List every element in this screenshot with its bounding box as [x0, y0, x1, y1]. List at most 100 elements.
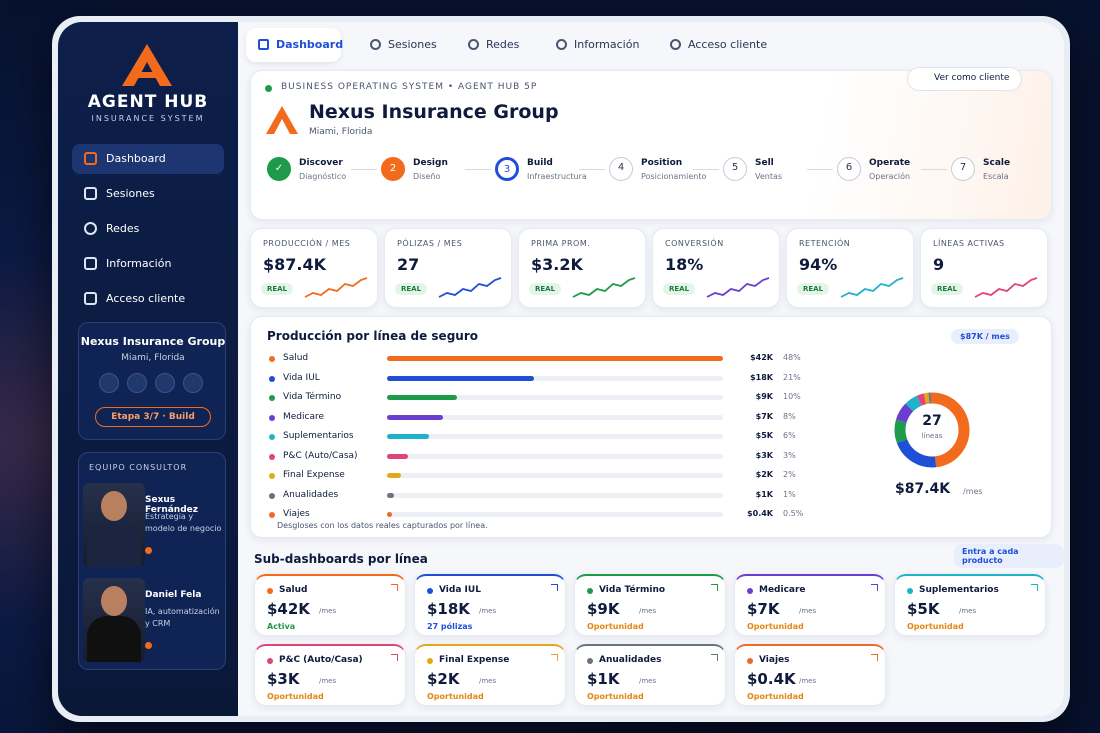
step-connector [465, 169, 491, 170]
kpi-label: PÓLIZAS / MES [397, 239, 463, 248]
sub-card[interactable]: Medicare $7K/mes Oportunidad [734, 574, 886, 636]
row-share: 10% [783, 392, 801, 401]
nav-icon [84, 222, 97, 235]
donut-per: /mes [963, 487, 983, 496]
step-circle: ✓ [267, 157, 291, 181]
view-as-client[interactable]: Ver como cliente [907, 67, 1023, 91]
row-share: 2% [783, 470, 796, 479]
social-icon[interactable] [155, 373, 175, 393]
step-name: Operate [869, 158, 911, 168]
nav-item[interactable]: Redes [72, 214, 224, 244]
row-amount: $9K [755, 392, 773, 401]
row-name: Salud [283, 353, 309, 363]
bar-track [387, 375, 723, 381]
sub-status: Oportunidad [747, 622, 804, 631]
tab-icon [370, 39, 381, 50]
nav-item[interactable]: Información [72, 249, 224, 279]
sub-card[interactable]: Suplementarios $5K/mes Oportunidad [894, 574, 1046, 636]
kpi-card: LÍNEAS ACTIVAS 9 REAL [920, 228, 1048, 308]
row-name: Anualidades [283, 489, 339, 500]
bar-track [387, 473, 723, 478]
sub-arrow [871, 654, 878, 661]
sub-per: /mes [959, 607, 977, 615]
sparkline [304, 277, 368, 298]
row-share: 8% [783, 411, 796, 421]
kpi-value: 18% [665, 255, 704, 274]
sub-link[interactable]: Entra a cada producto [954, 544, 1064, 568]
production-badge: $87K / mes [951, 329, 1019, 344]
team-box: EQUIPO CONSULTOR Sexus Fernández Estrategi… [78, 452, 226, 670]
step-circle: 2 [381, 157, 405, 181]
step-circle: 6 [837, 157, 861, 181]
sparkline-path [438, 277, 502, 298]
row-name: Final Expense [283, 470, 345, 480]
sub-name: Salud [279, 585, 308, 595]
donut-unit: líneas [921, 432, 943, 440]
sub-title: Sub-dashboards por línea [254, 552, 428, 566]
step-circle: 5 [723, 157, 747, 181]
sub-card[interactable]: Salud $42K/mes Activa [254, 574, 406, 636]
sub-status: Oportunidad [427, 692, 484, 701]
tab[interactable]: Acceso cliente [658, 28, 767, 62]
main-panel: Dashboard Sesiones Redes Información Acceso … [238, 22, 1064, 716]
social-icon[interactable] [183, 373, 203, 393]
step-circle: 3 [495, 157, 519, 181]
nav-item[interactable]: Dashboard [72, 144, 224, 174]
bar-track [387, 453, 723, 459]
row-dot [269, 395, 275, 401]
row-amount: $42K [750, 353, 773, 362]
kpi-card: RETENCIÓN 94% REAL [786, 228, 914, 308]
social-icon[interactable] [99, 373, 119, 393]
step-name: Discover [299, 158, 343, 168]
sub-name: Anualidades [599, 655, 662, 665]
social-icon[interactable] [127, 373, 147, 393]
kpi-card: PRODUCCIÓN / MES $87.4K REAL [250, 228, 378, 308]
sub-value: $0.4K [747, 670, 796, 688]
sparkline-path [304, 277, 368, 298]
sub-name: Final Expense [439, 655, 510, 665]
row-amount: $5K [755, 431, 773, 440]
tab[interactable]: Sesiones [358, 28, 437, 62]
row-share: 1% [783, 489, 796, 499]
sub-status: Oportunidad [587, 622, 644, 631]
sub-card[interactable]: Viajes $0.4K/mes Oportunidad [734, 644, 886, 706]
tab-icon [556, 39, 567, 50]
nav-item[interactable]: Acceso cliente [72, 284, 224, 314]
row-name: Vida Término [283, 392, 342, 402]
step-name: Scale [983, 158, 1011, 168]
row-dot [269, 434, 275, 440]
row-share: 21% [783, 372, 801, 382]
sub-card[interactable]: Vida Término $9K/mes Oportunidad [574, 574, 726, 636]
step-connector [921, 169, 947, 170]
sub-arrow [391, 654, 398, 661]
kpi-badge: REAL [931, 283, 964, 295]
tab[interactable]: Información [544, 28, 639, 62]
client-location: Miami, Florida [309, 127, 373, 137]
donut-segment [917, 393, 927, 406]
sub-name: Vida Término [599, 585, 666, 595]
member-body [87, 521, 141, 567]
step-sub: Diseño [413, 172, 441, 181]
step-connector [351, 169, 377, 170]
sub-dot [267, 588, 273, 594]
row-name: Medicare [283, 411, 325, 422]
tab[interactable]: Dashboard [246, 28, 343, 62]
sub-card[interactable]: Final Expense $2K/mes Oportunidad [414, 644, 566, 706]
donut-total: $87.4K [895, 481, 951, 497]
sub-name: Viajes [759, 655, 790, 665]
sub-value: $7K [747, 600, 780, 618]
sub-status: Activa [267, 622, 296, 631]
sub-status: Oportunidad [747, 692, 804, 701]
bar-track [387, 434, 723, 439]
nav-item[interactable]: Sesiones [72, 179, 224, 209]
team-title: EQUIPO CONSULTOR [89, 463, 188, 472]
sub-name: Suplementarios [919, 585, 999, 595]
kpi-badge: REAL [261, 283, 294, 295]
tab[interactable]: Redes [456, 28, 519, 62]
step-circle: 4 [609, 157, 633, 181]
sub-card[interactable]: Vida IUL $18K/mes 27 pólizas [414, 574, 566, 636]
sub-card[interactable]: Anualidades $1K/mes Oportunidad [574, 644, 726, 706]
sub-card[interactable]: P&C (Auto/Casa) $3K/mes Oportunidad [254, 644, 406, 706]
member-name: Sexus Fernández [145, 495, 198, 515]
tablet-frame: AGENT HUB INSURANCE SYSTEM Dashboard Sesi… [52, 16, 1070, 722]
